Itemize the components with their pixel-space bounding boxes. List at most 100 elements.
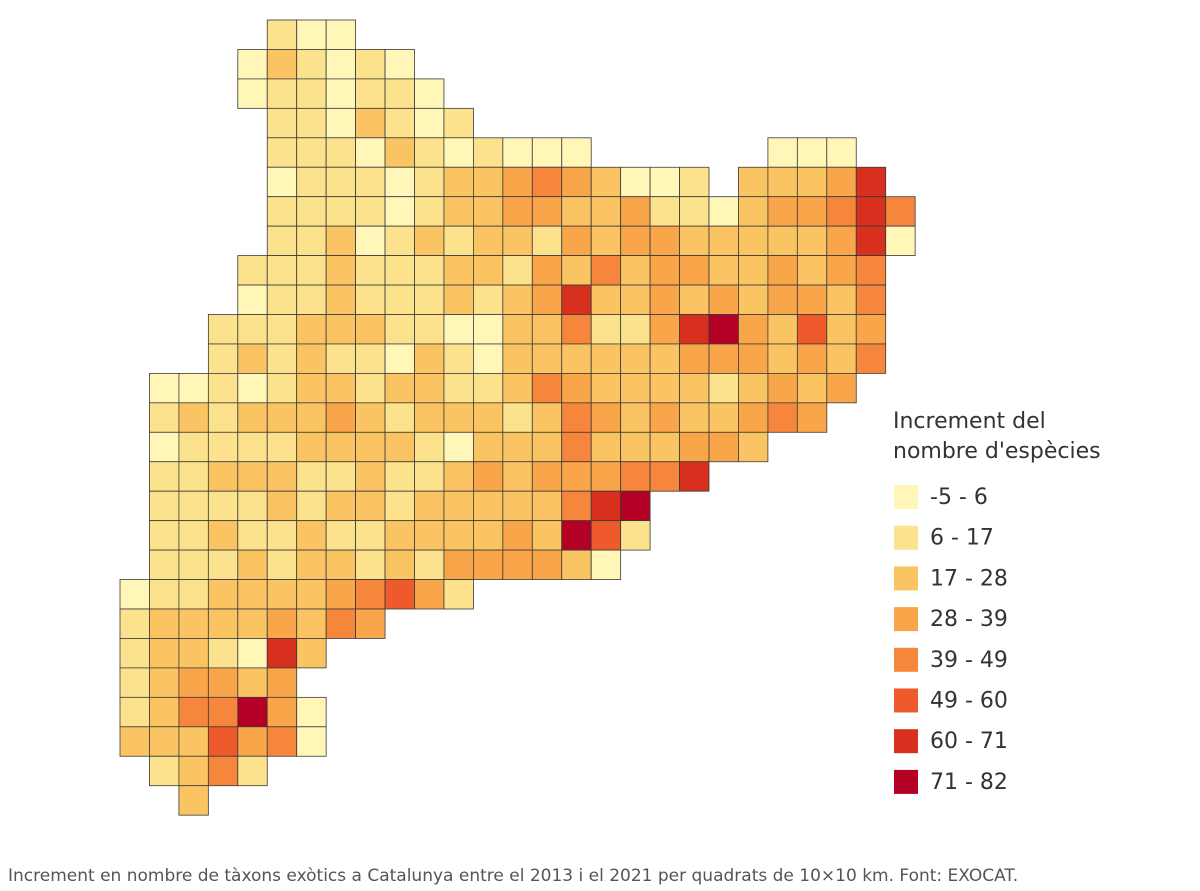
grid-cell: [325, 372, 356, 404]
grid-cell: [590, 549, 622, 580]
grid-cell: [266, 461, 298, 492]
grid-cell: [738, 431, 769, 463]
grid-cell: [266, 284, 298, 315]
grid-cell: [502, 372, 533, 404]
grid-cell: [237, 696, 268, 728]
grid-cell: [649, 225, 680, 256]
grid-cell: [738, 314, 769, 345]
grid-cell: [531, 520, 563, 551]
grid-cell: [679, 314, 710, 345]
grid-cell: [443, 520, 474, 551]
grid-cell: [178, 520, 209, 551]
grid-cell: [414, 225, 445, 256]
grid-cell: [296, 255, 327, 286]
grid-cell: [590, 255, 622, 286]
grid-cell: [296, 608, 327, 639]
grid-cell: [561, 314, 592, 345]
grid-cell: [178, 461, 209, 492]
grid-cell: [767, 284, 798, 315]
grid-cell: [384, 579, 415, 610]
grid-cell: [296, 431, 327, 463]
grid-cell: [384, 549, 415, 580]
grid-cell: [443, 372, 474, 404]
grid-cell: [443, 196, 474, 227]
grid-cell: [855, 314, 887, 345]
grid-cell: [384, 490, 415, 522]
grid-cell: [472, 549, 504, 580]
grid-cell: [237, 490, 268, 522]
grid-cell: [826, 255, 857, 286]
grid-cell: [207, 520, 239, 551]
grid-cell: [178, 755, 209, 787]
grid-cell: [384, 49, 415, 80]
grid-cell: [855, 196, 887, 227]
grid-cell: [414, 372, 445, 404]
grid-cell: [649, 461, 680, 492]
grid-cell: [296, 196, 327, 227]
grid-cell: [149, 461, 180, 492]
grid-cell: [178, 785, 209, 816]
grid-cell: [561, 137, 592, 168]
legend-swatch: [894, 566, 918, 591]
grid-cell: [414, 402, 445, 433]
grid-cell: [708, 343, 739, 374]
grid-cell: [738, 166, 769, 198]
grid-cell: [355, 579, 386, 610]
grid-cell: [561, 402, 592, 433]
grid-cell: [472, 402, 504, 433]
grid-cell: [296, 372, 327, 404]
grid-cell: [649, 284, 680, 315]
grid-cell: [620, 166, 651, 198]
grid-cell: [178, 431, 209, 463]
grid-cell: [531, 343, 563, 374]
grid-cell: [355, 107, 386, 139]
grid-cell: [325, 19, 356, 50]
grid-cell: [767, 343, 798, 374]
grid-cell: [443, 255, 474, 286]
grid-cell: [443, 137, 474, 168]
grid-cell: [708, 402, 739, 433]
grid-cell: [531, 166, 563, 198]
grid-cell: [443, 431, 474, 463]
grid-cell: [149, 638, 180, 669]
grid-cell: [443, 166, 474, 198]
grid-cell: [178, 608, 209, 639]
grid-cell: [708, 225, 739, 256]
grid-cell: [472, 166, 504, 198]
legend-swatch: [894, 647, 918, 672]
legend-swatch: [894, 729, 918, 754]
grid-cell: [178, 549, 209, 580]
grid-cell: [325, 549, 356, 580]
grid-cell: [796, 284, 828, 315]
grid-cell: [472, 225, 504, 256]
grid-cell: [325, 255, 356, 286]
grid-cell: [384, 372, 415, 404]
grid-cell: [531, 431, 563, 463]
grid-cell: [561, 372, 592, 404]
grid-cell: [531, 461, 563, 492]
grid-cell: [443, 314, 474, 345]
grid-cell: [443, 461, 474, 492]
legend-title: nombre d'espècies: [893, 439, 1101, 464]
grid-cell: [620, 520, 651, 551]
grid-cell: [296, 78, 327, 109]
grid-cell: [237, 255, 268, 286]
grid-cell: [590, 490, 622, 522]
grid-cell: [237, 431, 268, 463]
grid-cell: [826, 372, 857, 404]
grid-cell: [679, 343, 710, 374]
grid-cell: [355, 608, 386, 639]
grid-cell: [207, 372, 239, 404]
grid-cell: [796, 314, 828, 345]
grid-cell: [590, 166, 622, 198]
grid-cell: [561, 343, 592, 374]
grid-cell: [796, 343, 828, 374]
grid-cell: [119, 696, 150, 728]
grid-cell: [207, 549, 239, 580]
caption: Increment en nombre de tàxons exòtics a …: [8, 866, 1019, 886]
grid-cell: [855, 343, 887, 374]
grid-cell: [414, 343, 445, 374]
grid-cell: [472, 314, 504, 345]
grid-cell: [796, 255, 828, 286]
grid-cell: [149, 696, 180, 728]
